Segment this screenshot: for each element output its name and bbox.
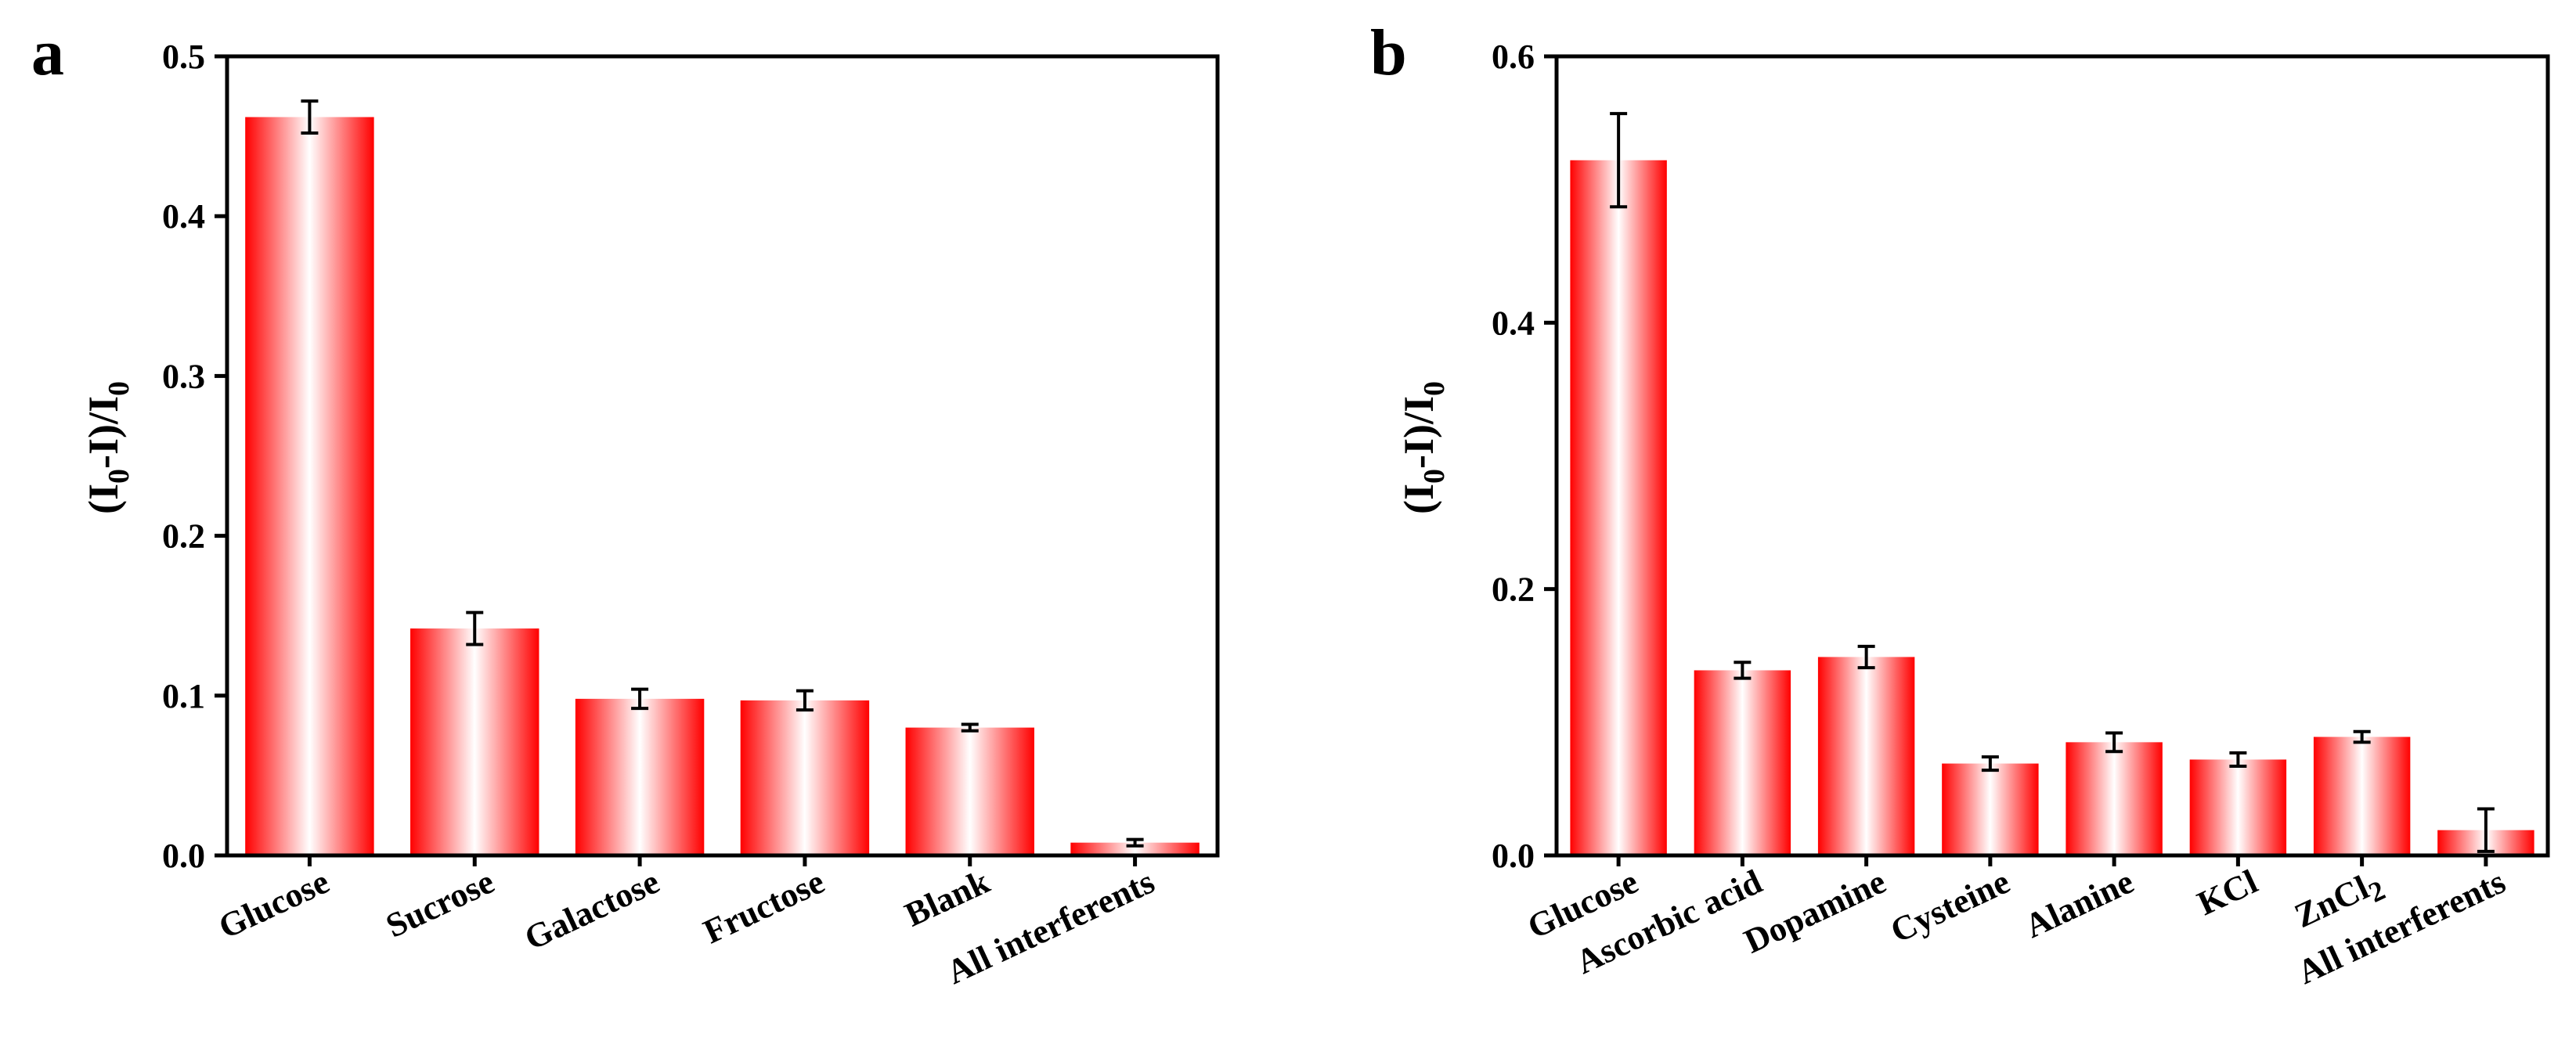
panel-a-y-tick-label-1: 0.1 — [162, 677, 205, 715]
panel-a-bar-3 — [740, 700, 870, 855]
chart-panel-a: a (I0-I)/I0 0.0 0.1 0.2 0.3 0.4 0.5 Glucose Suc… — [31, 16, 1220, 992]
panel-b-error-bar-5 — [2229, 751, 2247, 768]
panel-b-error-bar-3 — [1981, 755, 1999, 772]
panel-a-plot: 0.0 0.1 0.2 0.3 0.4 0.5 Glucose Sucrose Galactos… — [162, 38, 1220, 992]
panel-b-bar-5 — [2189, 759, 2287, 855]
panel-a-y-tick-label-0: 0.0 — [162, 837, 205, 875]
panel-a-y-tick-label-2: 0.2 — [162, 517, 205, 556]
panel-b-bar-1 — [1694, 670, 1791, 855]
panel-b-category-label-4: Alanine — [2019, 862, 2140, 945]
panel-a-category-label-2: Galactose — [518, 862, 665, 958]
panel-a-y-tick-label-5: 0.5 — [162, 38, 205, 76]
panel-b-letter: b — [1370, 16, 1407, 89]
panel-b-bar-2 — [1817, 657, 1915, 855]
panel-a-error-bar-0 — [301, 99, 319, 135]
panel-a-y-tick-label-3: 0.3 — [162, 357, 205, 395]
panel-b-bar-0 — [1570, 160, 1667, 856]
panel-a-bar-1 — [410, 628, 539, 855]
panel-b-category-label-5: KCl — [2192, 862, 2264, 923]
panel-a-bar-4 — [905, 727, 1034, 855]
panel-b-y-tick-label-0: 0.0 — [1492, 837, 1535, 875]
panel-b-error-bar-6 — [2353, 729, 2371, 744]
panel-a-bar-2 — [575, 698, 705, 855]
panel-a-bar-0 — [245, 117, 374, 855]
panel-b-bar-3 — [1942, 763, 2039, 855]
panel-b-category-label-3: Cysteine — [1885, 862, 2015, 951]
panel-a-error-bar-2 — [631, 687, 649, 711]
panel-a-error-bar-1 — [466, 610, 484, 646]
panel-b-y-tick-label-3: 0.6 — [1492, 38, 1535, 76]
panel-b-error-bar-1 — [1734, 661, 1752, 680]
panel-b-category-label-2: Dopamine — [1738, 862, 1892, 961]
panel-b-error-bar-2 — [1857, 644, 1875, 670]
panel-a-error-bar-5 — [1126, 837, 1144, 848]
chart-panel-b: b (I0-I)/I0 0.00.20.40.6GlucoseAscorbic … — [1370, 16, 2550, 992]
panel-a-letter: a — [31, 16, 64, 89]
panel-b-error-bar-7 — [2477, 807, 2495, 853]
panel-b-error-bar-0 — [1610, 112, 1628, 209]
panel-b-bar-6 — [2313, 736, 2411, 855]
panel-a-y-axis-title: (I0-I)/I0 — [80, 381, 135, 514]
panel-a-error-bar-3 — [796, 689, 814, 712]
panel-a-category-label-1: Sucrose — [381, 862, 500, 945]
panel-a-y-tick-label-4: 0.4 — [162, 197, 205, 236]
panel-b-error-bar-4 — [2105, 731, 2123, 754]
panel-b-y-tick-label-1: 0.2 — [1492, 571, 1535, 609]
panel-a-category-label-3: Fructose — [698, 862, 830, 952]
panel-b-bar-4 — [2065, 742, 2163, 855]
panel-b-y-axis-title: (I0-I)/I0 — [1395, 381, 1451, 514]
panel-b-category-label-7: All interferents — [2292, 862, 2511, 992]
panel-a-axes-frame — [225, 54, 1220, 858]
panel-a-category-label-0: Glucose — [213, 862, 335, 946]
panel-b-y-tick-label-2: 0.4 — [1492, 304, 1535, 342]
panel-a-category-label-4: Blank — [899, 862, 995, 934]
panel-b-axes-frame — [1554, 54, 2550, 858]
panel-a-error-bar-4 — [961, 722, 979, 733]
panel-a-bar-5 — [1070, 842, 1200, 855]
